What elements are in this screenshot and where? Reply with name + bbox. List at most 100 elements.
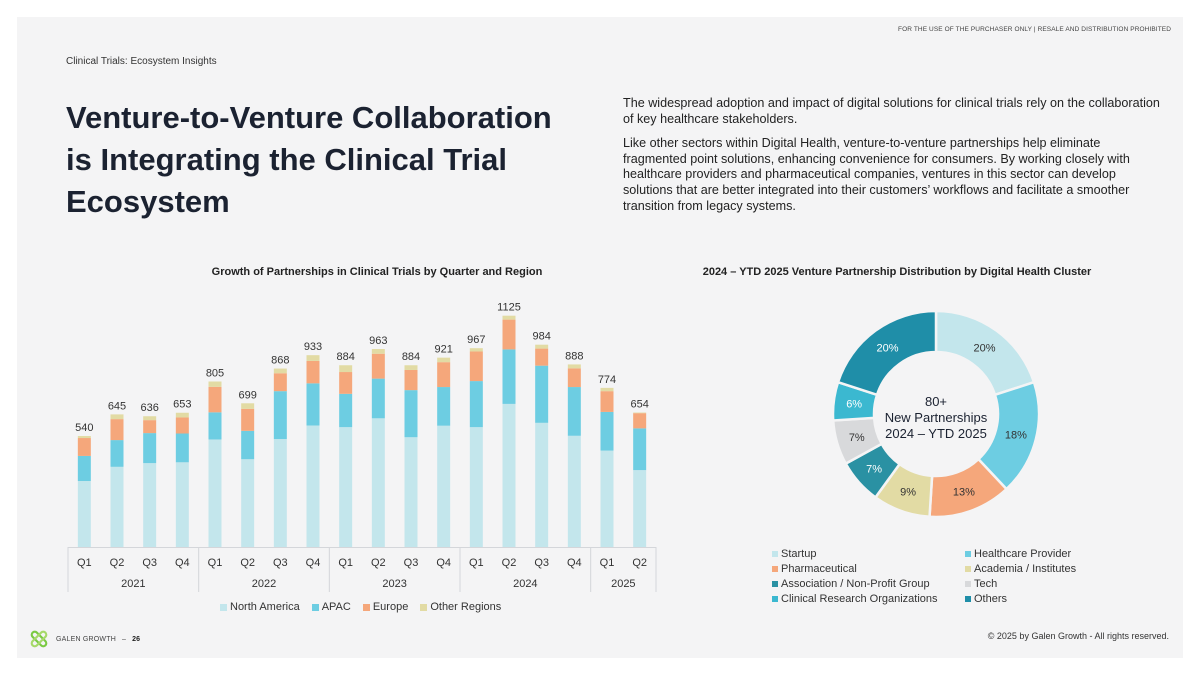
bar-segment-apac — [535, 365, 549, 423]
charts-canvas: 540 Q1 645 Q2 636 Q3 653 Q4 805 Q1 699 Q2 868 Q3 933 Q4… — [67, 302, 1041, 592]
x-tick-label: Q1 — [600, 557, 615, 569]
donut-center-label: New Partnerships — [885, 410, 988, 425]
legend-item: Europe — [362, 601, 409, 613]
donut-chart: 20% 18% 13% 9% 7% 7% 6% 20% 80+New Partnerships2… — [831, 309, 1041, 519]
disclaimer: FOR THE USE OF THE PURCHASER ONLY | RESA… — [898, 26, 1171, 33]
donut-center-label: 2024 – YTD 2025 — [885, 426, 987, 441]
legend-label: Healthcare Provider — [974, 548, 1072, 560]
legend-item: Startup — [772, 547, 965, 561]
donut-slice-label: 7% — [849, 432, 865, 444]
donut-chart-legend: Startup Healthcare Provider Pharmaceutical… — [772, 547, 1112, 606]
x-group-label: 2022 — [252, 578, 276, 590]
bar-total-label: 645 — [108, 400, 126, 412]
bar-total-label: 984 — [532, 331, 550, 343]
bar-segment-north-america — [404, 437, 418, 547]
bar-segment-apac — [502, 349, 516, 404]
x-tick-label: Q2 — [240, 557, 255, 569]
legend-item: APAC — [311, 601, 351, 613]
bar-segment-apac — [77, 455, 91, 482]
bar-segment-apac — [469, 381, 483, 428]
bar-segment-apac — [273, 391, 287, 440]
bar-segment-other-regions — [175, 412, 189, 418]
legend-swatch — [772, 581, 778, 587]
breadcrumb: Clinical Trials: Ecosystem Insights — [66, 56, 217, 67]
intro-paragraph: The widespread adoption and impact of di… — [623, 96, 1160, 126]
legend-item: Healthcare Provider — [965, 547, 1115, 561]
legend-item: Tech — [965, 577, 1115, 591]
donut-slice-label: 7% — [866, 464, 882, 476]
bar-segment-apac — [404, 390, 418, 438]
x-tick-label: Q4 — [306, 557, 321, 569]
copyright: © 2025 by Galen Growth - All rights rese… — [987, 631, 1169, 641]
legend-swatch — [420, 603, 428, 611]
bar-segment-apac — [339, 393, 353, 428]
x-tick-label: Q1 — [77, 557, 92, 569]
bar-segment-north-america — [437, 425, 451, 547]
legend-swatch — [362, 603, 370, 611]
bar-total-label: 774 — [598, 374, 616, 386]
bar-segment-apac — [208, 412, 222, 440]
legend-label: Pharmaceutical — [781, 563, 857, 575]
donut-slice-label: 13% — [953, 487, 975, 499]
bar-total-label: 868 — [271, 355, 289, 367]
legend-item: Association / Non-Profit Group — [772, 577, 965, 591]
donut-center-label: 80+ — [925, 394, 947, 409]
bar-chart-title: Growth of Partnerships in Clinical Trial… — [211, 266, 543, 278]
legend-label: North America — [230, 601, 300, 613]
bar-segment-other-regions — [273, 368, 287, 374]
x-tick-label: Q1 — [469, 557, 484, 569]
bar-segment-other-regions — [110, 414, 124, 420]
bar-segment-europe — [306, 360, 320, 384]
donut-slice-label: 18% — [1005, 430, 1027, 442]
bar-segment-north-america — [600, 450, 614, 547]
x-group-label: 2021 — [121, 578, 145, 590]
legend-label: Tech — [974, 578, 998, 590]
footer-separator: – — [121, 635, 127, 643]
legend-swatch — [965, 596, 971, 602]
legend-item: Others — [965, 592, 1115, 606]
bar-segment-north-america — [208, 439, 222, 547]
donut-chart-title: 2024 – YTD 2025 Venture Partnership Dist… — [697, 265, 1097, 279]
bar-segment-other-regions — [208, 381, 222, 387]
bar-segment-europe — [175, 417, 189, 434]
donut-slice-others — [836, 309, 938, 397]
bar-total-label: 963 — [369, 335, 387, 347]
bar-total-label: 636 — [140, 402, 158, 414]
bar-segment-europe — [600, 391, 614, 412]
bar-segment-north-america — [469, 427, 483, 547]
x-tick-label: Q4 — [436, 557, 451, 569]
legend-label: Startup — [781, 548, 817, 560]
bar-segment-apac — [306, 383, 320, 426]
bar-total-label: 921 — [434, 344, 452, 356]
bar-segment-europe — [371, 353, 385, 379]
bar-segment-north-america — [175, 462, 189, 547]
x-tick-label: Q3 — [142, 557, 157, 569]
x-tick-label: Q1 — [208, 557, 223, 569]
x-tick-label: Q1 — [338, 557, 353, 569]
bar-segment-other-regions — [306, 355, 320, 361]
bar-segment-apac — [371, 378, 385, 419]
bar-total-label: 540 — [75, 422, 93, 434]
bar-segment-north-america — [143, 463, 157, 547]
x-tick-label: Q4 — [567, 557, 582, 569]
legend-label: Clinical Research Organizations — [781, 593, 938, 605]
bar-segment-europe — [437, 362, 451, 388]
bar-total-label: 884 — [336, 351, 354, 363]
legend-label: Europe — [372, 601, 409, 613]
bar-segment-apac — [437, 387, 451, 426]
legend-label: Other Regions — [430, 601, 502, 613]
x-tick-label: Q3 — [534, 557, 549, 569]
bar-segment-north-america — [567, 435, 581, 547]
x-tick-label: Q2 — [371, 557, 386, 569]
legend-swatch — [772, 596, 778, 602]
legend-swatch — [220, 603, 227, 611]
intro-paragraph: Like other sectors within Digital Health… — [623, 136, 1130, 213]
legend-swatch — [772, 566, 778, 572]
bar-segment-north-america — [535, 422, 549, 547]
galen-growth-logo-icon — [30, 630, 48, 648]
bar-segment-north-america — [110, 466, 124, 547]
bar-segment-europe — [633, 413, 647, 429]
bar-total-label: 654 — [630, 399, 648, 411]
bar-segment-apac — [143, 433, 157, 464]
bar-segment-other-regions — [502, 315, 516, 320]
